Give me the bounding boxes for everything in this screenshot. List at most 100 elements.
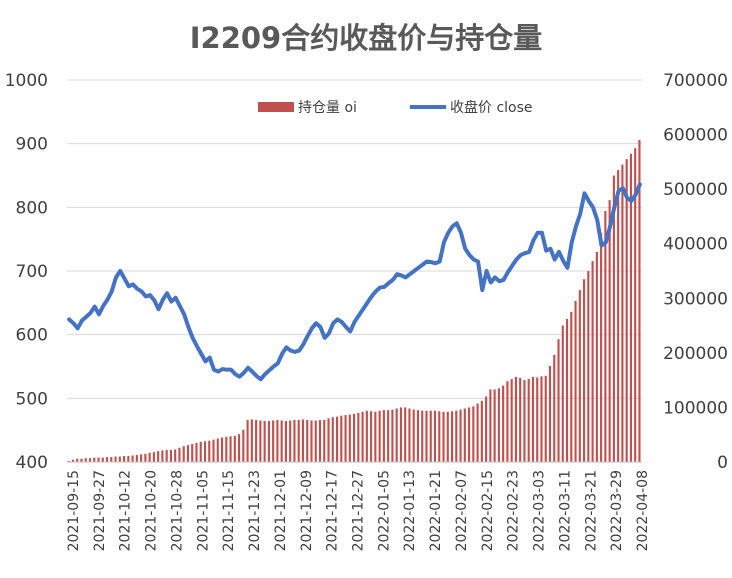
oi-bar <box>203 441 207 462</box>
oi-bar <box>480 400 483 462</box>
oi-bar <box>450 411 454 462</box>
oi-bar <box>284 421 287 462</box>
left-tick-label: 600 <box>16 326 48 346</box>
oi-bar <box>242 429 245 462</box>
oi-bar <box>246 419 249 462</box>
x-tick-label: 2021-11-05 <box>195 470 211 551</box>
oi-bar <box>118 456 121 462</box>
x-tick-label: 2022-03-11 <box>557 470 573 551</box>
x-tick-label: 2022-03-21 <box>583 470 599 551</box>
oi-bar <box>425 410 428 462</box>
oi-bar <box>84 458 87 462</box>
oi-bar <box>468 407 471 462</box>
oi-bar <box>174 449 177 462</box>
right-tick-label: 100000 <box>663 398 728 418</box>
x-tick-label: 2022-02-23 <box>506 470 522 551</box>
oi-bar <box>144 453 147 462</box>
oi-bar <box>191 443 194 462</box>
oi-bar <box>591 261 594 462</box>
oi-bar <box>123 455 126 462</box>
oi-bar <box>67 460 70 462</box>
oi-bar <box>161 450 164 462</box>
oi-bar <box>105 457 109 462</box>
oi-bar <box>412 409 415 462</box>
oi-bar <box>178 447 181 462</box>
oi-bar <box>361 411 364 462</box>
oi-bar <box>365 410 368 462</box>
oi-bar <box>617 170 620 463</box>
oi-bar <box>565 319 569 462</box>
oi-bar <box>438 411 441 462</box>
oi-bar <box>297 419 300 462</box>
oi-bar <box>395 408 398 462</box>
oi-bar <box>323 419 326 462</box>
oi-bar <box>263 421 266 462</box>
oi-bar <box>510 379 513 462</box>
oi-bar <box>250 419 253 462</box>
oi-bar <box>459 409 462 462</box>
oi-bar <box>220 437 224 462</box>
oi-bar <box>335 416 339 462</box>
x-tick-label: 2021-09-27 <box>92 470 108 551</box>
x-tick-label: 2022-04-08 <box>635 470 651 551</box>
oi-bar <box>523 380 526 462</box>
oi-bar <box>608 200 611 463</box>
oi-bar <box>289 420 292 462</box>
oi-bar <box>595 251 598 462</box>
oi-bar <box>553 355 556 462</box>
oi-bar <box>604 210 607 462</box>
oi-bar <box>208 440 211 462</box>
oi-bar <box>225 436 228 462</box>
close-series-line <box>67 182 642 382</box>
legend: 持仓量 oi 收盘价 close <box>258 99 533 116</box>
oi-bar <box>255 419 258 462</box>
oi-bar <box>502 385 505 462</box>
oi-bar <box>97 457 100 462</box>
left-tick-label: 900 <box>16 135 48 155</box>
oi-bar <box>391 409 394 462</box>
oi-bar <box>301 419 305 462</box>
left-tick-label: 400 <box>16 453 48 473</box>
oi-bar <box>583 279 586 462</box>
oi-bar <box>314 420 317 462</box>
x-tick-label: 2022-02-07 <box>454 470 470 551</box>
oi-bar <box>561 325 564 462</box>
oi-bar <box>506 381 509 462</box>
gridlines <box>67 79 642 463</box>
oi-bar <box>476 403 479 462</box>
right-axis-ticks: 0 100000 200000 300000 400000 500000 600000 700… <box>663 71 728 473</box>
close-line <box>67 182 642 382</box>
oi-bar <box>370 411 373 462</box>
oi-bar <box>493 389 496 462</box>
x-tick-label: 2021-10-12 <box>118 470 134 551</box>
oi-bar <box>157 451 160 462</box>
oi-bar <box>165 449 168 462</box>
oi-bar <box>344 415 347 462</box>
oi-bar <box>382 410 385 462</box>
oi-bar <box>76 458 79 462</box>
left-tick-label: 500 <box>16 389 48 409</box>
oi-bar <box>489 389 492 462</box>
oi-bar <box>472 406 475 462</box>
x-tick-label: 2022-01-05 <box>376 470 392 551</box>
x-tick-label: 2022-03-03 <box>532 470 548 551</box>
oi-bar <box>634 148 637 462</box>
oi-bar <box>318 419 322 462</box>
oi-bar <box>276 419 279 462</box>
oi-bar <box>80 458 83 462</box>
oi-bar <box>408 408 411 462</box>
oi-bar <box>259 420 262 462</box>
right-tick-label: 200000 <box>663 344 728 364</box>
oi-bar <box>416 410 420 462</box>
oi-bar <box>280 420 283 462</box>
x-tick-label: 2022-01-21 <box>428 470 444 551</box>
oi-bar <box>127 455 130 462</box>
x-tick-label: 2021-12-17 <box>325 470 341 551</box>
right-tick-label: 400000 <box>663 235 728 255</box>
right-tick-label: 700000 <box>663 71 728 91</box>
oi-bar <box>293 419 296 462</box>
oi-bar <box>519 377 522 462</box>
oi-bar <box>272 420 275 462</box>
oi-bar <box>404 407 407 462</box>
x-tick-label: 2021-11-23 <box>247 470 263 551</box>
